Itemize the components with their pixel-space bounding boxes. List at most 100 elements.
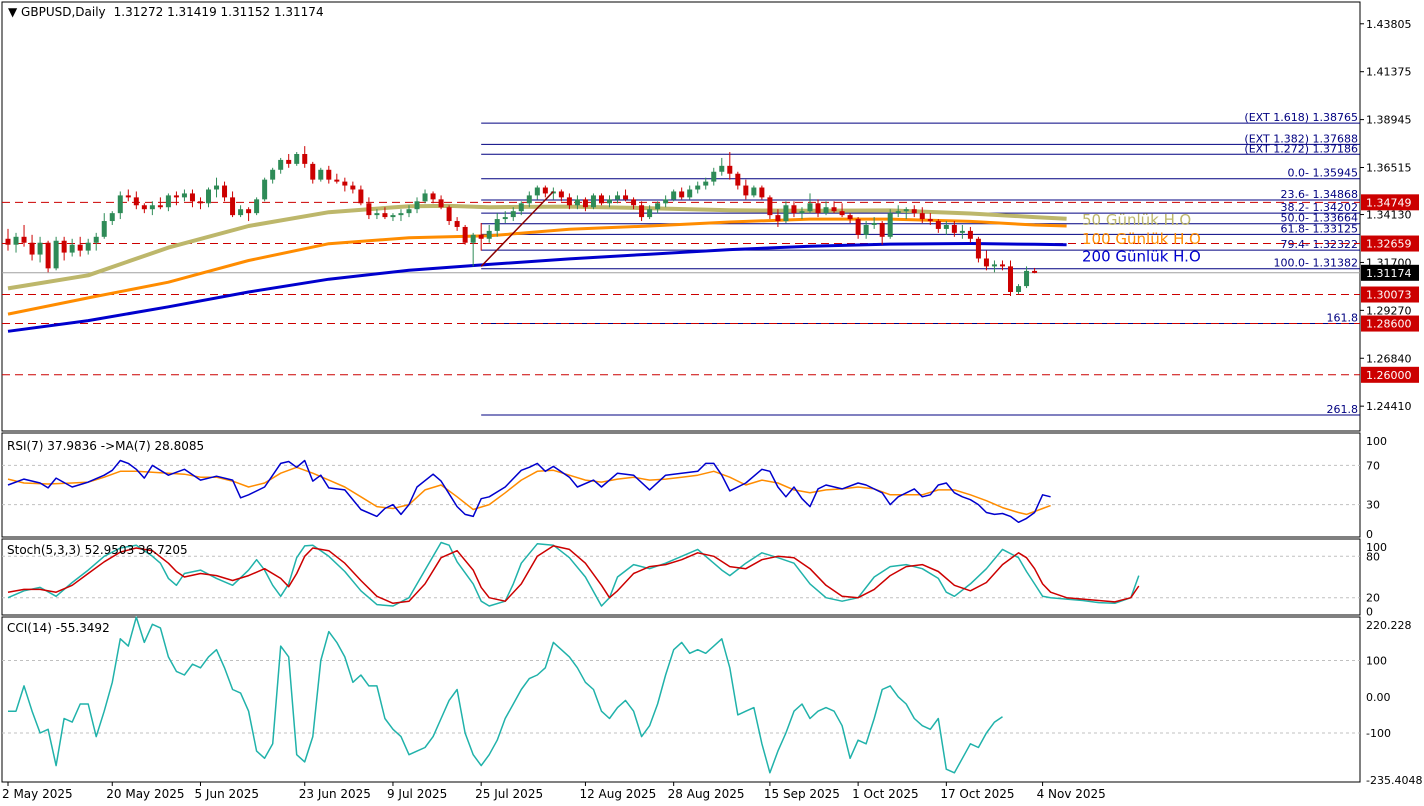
level-tag-0 [1361, 194, 1419, 211]
cci-tick-4: -235.4048 [1366, 774, 1422, 787]
candlesticks [5, 146, 1038, 296]
time-tick-10: 17 Oct 2025 [940, 787, 1014, 801]
candle-body [791, 205, 797, 214]
candle-body [382, 213, 388, 218]
candle-body [783, 205, 789, 222]
fib-label-8: 79.4- 1.32322 [1281, 238, 1358, 251]
candle-body [574, 199, 580, 206]
cci-panel[interactable]: 220.228 100 0.00 -100 -235.4048 CCI(14) -55.… [1, 616, 1422, 787]
trend-line [480, 190, 554, 267]
candle-body [999, 264, 1005, 267]
candle-body [631, 199, 637, 206]
candle-body [815, 203, 821, 214]
symbol-label: GBPUSD,Daily [21, 5, 106, 19]
time-tick-8: 15 Sep 2025 [764, 787, 840, 801]
candle-body [173, 195, 179, 198]
candle-body [871, 223, 877, 225]
candle-body [398, 213, 404, 216]
candle-body [262, 179, 268, 200]
candle-body [943, 224, 949, 229]
price-panel[interactable]: (EXT 1.618) 1.38765 (EXT 1.382) 1.37688(E… [1, 1, 1419, 432]
current-price-tag [1361, 264, 1419, 281]
candle-body [157, 205, 163, 208]
candle-body [318, 169, 324, 180]
time-tick-4: 9 Jul 2025 [387, 787, 447, 801]
ma200-line [7, 242, 1067, 333]
level-tag-1 [1361, 235, 1419, 252]
candle-body [879, 223, 885, 237]
candle-body [927, 219, 933, 222]
stoch-tick-1: 80 [1366, 550, 1380, 563]
time-tick-7: 28 Aug 2025 [668, 787, 745, 801]
candle-body [615, 195, 621, 200]
fib-label-10: 161.8 [1327, 312, 1359, 325]
candle-body [310, 163, 316, 180]
fib-label-6: 50.0- 1.33664 [1281, 212, 1358, 225]
candle-body [1016, 286, 1022, 293]
candle-body [494, 219, 500, 231]
price-tick-1: 1.41375 [1366, 66, 1412, 79]
candle-body [486, 230, 492, 239]
fib-label-5: 38.2- 1.34202 [1281, 201, 1358, 214]
candle-body [230, 197, 236, 216]
level-tag-2 [1361, 286, 1419, 303]
rsi-tick-1: 70 [1366, 459, 1380, 472]
fib-label-11: 261.8 [1327, 403, 1359, 416]
rsi-tick-2: 30 [1366, 499, 1380, 512]
candle-body [326, 169, 332, 180]
candle-body [238, 209, 244, 216]
candle-body [45, 242, 51, 269]
candle-body [671, 191, 677, 200]
stoch-title: Stoch(5,3,3) 52.9503 36.7205 [7, 543, 188, 557]
cci-title: CCI(14) -55.3492 [7, 621, 110, 635]
fib-label-2: (EXT 1.272) 1.37186 [1244, 142, 1358, 155]
candle-body [1008, 266, 1013, 293]
candle-body [518, 203, 524, 212]
ma-label-1: 100 Günlük H.O [1082, 230, 1201, 248]
price-tick-8: 1.24410 [1366, 400, 1412, 413]
level-tag-label-0: 1.34749 [1366, 196, 1412, 209]
candle-body [69, 244, 75, 253]
candle-body [246, 209, 252, 214]
candle-body [141, 205, 147, 210]
cci-axis: 220.228 100 0.00 -100 -235.4048 [1366, 619, 1422, 787]
candle-body [197, 201, 203, 204]
candle-body [510, 211, 516, 218]
candle-body [446, 207, 452, 222]
level-tag-label-1: 1.32659 [1366, 238, 1412, 251]
candle-body [13, 236, 19, 245]
candle-body [751, 187, 757, 196]
candle-body [991, 264, 997, 267]
price-axis: 1.438051.413751.389451.365151.341301.317… [1360, 18, 1412, 413]
candle-body [959, 230, 965, 233]
price-tick-6: 1.29270 [1366, 304, 1412, 317]
candle-body [117, 195, 123, 214]
candle-body [270, 169, 276, 180]
candle-body [767, 197, 773, 216]
candle-body [647, 209, 653, 218]
candle-body [342, 181, 348, 186]
candle-body [406, 209, 412, 214]
ma-label-2: 200 Günlük H.O [1082, 248, 1201, 266]
cci-line [2, 616, 1360, 774]
candle-body [863, 224, 869, 235]
level-tag-label-2: 1.30073 [1366, 289, 1412, 302]
candle-body [887, 213, 893, 237]
candle-body [85, 242, 91, 251]
candle-body [53, 240, 59, 269]
candle-body [206, 189, 211, 204]
fibonacci-levels: (EXT 1.618) 1.38765 (EXT 1.382) 1.37688(E… [481, 111, 1360, 416]
time-tick-11: 4 Nov 2025 [1037, 787, 1106, 801]
stoch-tick-0: 100 [1366, 541, 1387, 554]
candle-body [374, 213, 380, 216]
candle-body [831, 207, 837, 212]
candle-body [358, 189, 364, 204]
candle-body [350, 185, 356, 190]
candle-body [655, 203, 661, 210]
header-triangle-icon: ▼ [8, 5, 21, 19]
rsi-panel[interactable]: 100 70 30 0 RSI(7) 37.9836 ->MA(7) 28.8085 [1, 432, 1387, 541]
candle-body [623, 195, 629, 200]
rsi-ma-line [7, 466, 1051, 516]
